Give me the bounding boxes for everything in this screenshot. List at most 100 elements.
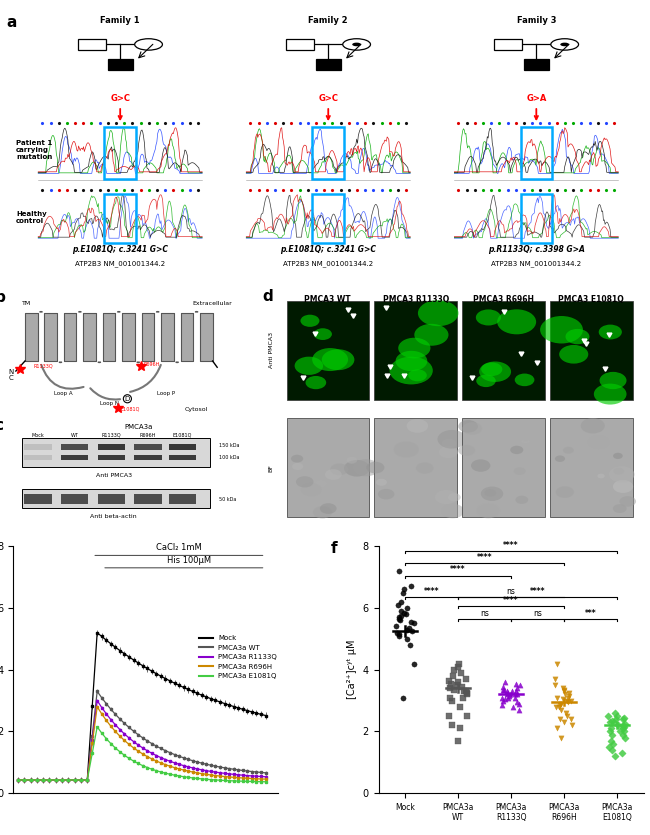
Text: Loop N: Loop N [99,401,118,406]
Point [550,679,560,692]
Circle shape [418,300,458,326]
Text: Patient 1
carrying
mutation: Patient 1 carrying mutation [16,140,53,160]
Point [556,703,566,716]
Point [563,691,573,704]
Point [396,605,406,618]
Point [566,694,577,707]
Circle shape [484,489,496,497]
Bar [313,127,344,179]
Text: Family 2: Family 2 [309,17,348,25]
Text: ****: **** [450,565,466,574]
Point [604,741,614,754]
Point [512,681,522,695]
Text: D: D [125,396,130,402]
Text: ****: **** [530,587,545,596]
Point [444,710,454,723]
Text: p.E1081Q; c.3241 G>C: p.E1081Q; c.3241 G>C [280,245,376,254]
Circle shape [314,328,332,340]
Point [445,681,456,695]
Bar [78,38,106,50]
Point [606,743,617,757]
Bar [22,489,210,508]
Circle shape [408,369,427,382]
Point [453,676,463,689]
Circle shape [479,362,511,382]
Circle shape [471,459,490,472]
Point [604,725,615,738]
Text: E1081Q: E1081Q [173,433,192,438]
Bar [462,301,545,400]
Circle shape [594,383,627,405]
Text: Healthy
control: Healthy control [16,211,47,224]
Point [564,689,574,702]
Point [461,672,471,686]
Point [560,688,571,701]
Circle shape [396,351,427,371]
Text: Anti PMCA3: Anti PMCA3 [96,473,132,478]
Point [396,609,406,622]
Bar [142,313,154,361]
Text: PMCA3 R696H: PMCA3 R696H [473,296,534,304]
Point [612,710,623,723]
Circle shape [560,43,569,46]
Bar [122,313,135,361]
Circle shape [393,442,419,458]
Circle shape [551,38,578,50]
Circle shape [515,496,528,504]
Point [610,712,621,726]
Text: ****: **** [503,596,519,605]
Text: ****: **** [503,540,519,549]
Bar [181,313,193,361]
Circle shape [330,463,348,475]
Circle shape [407,419,428,433]
Point [620,731,630,744]
Bar [462,418,545,517]
Circle shape [448,493,461,501]
Text: c: c [0,418,4,433]
Point [453,660,463,673]
Circle shape [352,43,361,46]
Circle shape [580,418,605,433]
Text: ATP2B3 NM_001001344.2: ATP2B3 NM_001001344.2 [283,260,373,266]
Text: ns: ns [533,609,542,618]
Point [448,669,459,682]
Text: ***: *** [585,609,596,618]
Text: Loop P: Loop P [157,391,176,396]
Point [606,721,616,735]
Point [612,719,623,732]
Point [508,700,518,713]
Text: R696H: R696H [144,362,160,367]
Circle shape [352,459,380,476]
Circle shape [441,504,464,519]
Text: 50 kDa: 50 kDa [219,497,236,502]
Point [397,586,408,600]
Point [404,638,415,651]
Circle shape [343,38,370,50]
Point [551,721,562,735]
Text: PMCA3 E1081Q: PMCA3 E1081Q [558,296,624,304]
Text: d: d [263,290,274,305]
Y-axis label: [Ca²⁺]ᴄʸᵗ μM: [Ca²⁺]ᴄʸᵗ μM [347,640,357,700]
Circle shape [291,455,304,463]
Circle shape [521,438,530,443]
Point [449,663,460,676]
Point [453,734,463,747]
Point [551,657,562,671]
Circle shape [135,38,162,50]
Point [393,598,404,611]
Text: ATP2B3 NM_001001344.2: ATP2B3 NM_001001344.2 [491,260,581,266]
Point [618,728,628,741]
Circle shape [566,329,590,344]
Point [395,614,405,627]
Bar [98,444,125,450]
Bar [64,313,77,361]
Point [502,691,513,704]
Circle shape [476,503,500,519]
Bar [61,444,88,450]
Bar [98,455,125,460]
Point [610,750,621,763]
Text: Cytosol: Cytosol [185,407,208,412]
Point [497,691,508,704]
Circle shape [312,348,348,371]
Point [391,626,402,640]
